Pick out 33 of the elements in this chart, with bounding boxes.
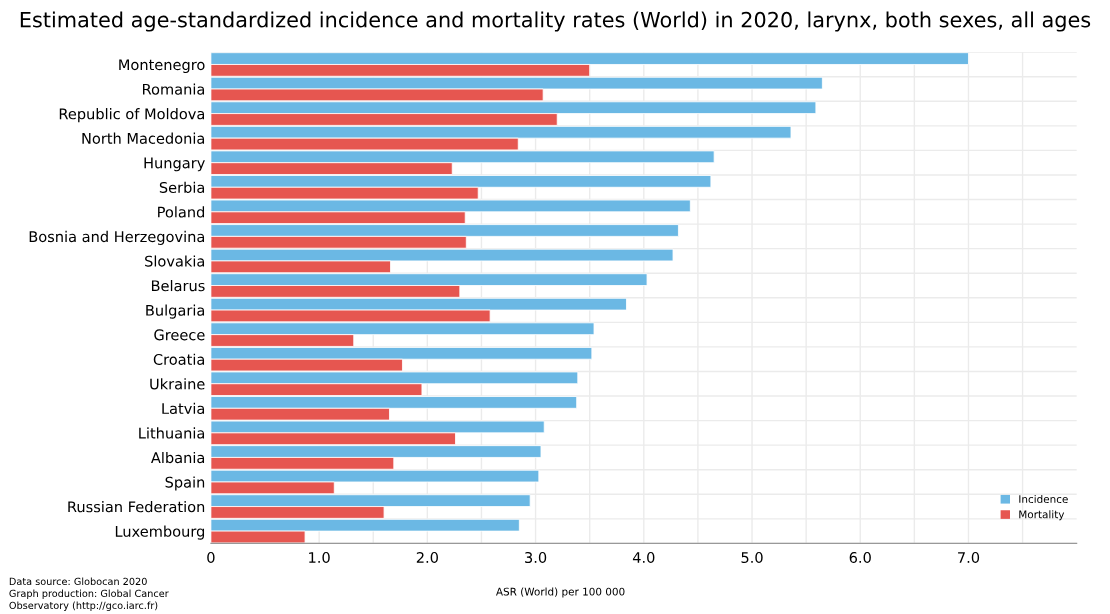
- y-tick-label: Ukraine: [150, 378, 205, 390]
- y-tick-label: Latvia: [162, 402, 205, 415]
- y-tick-label: Luxembourg: [115, 525, 205, 540]
- y-tick-label: Greece: [154, 329, 205, 341]
- x-tick-label: 1.0: [309, 551, 330, 564]
- x-axis-title: ASR (World) per 100 000: [496, 587, 625, 598]
- y-tick-label: Montenegro: [119, 59, 205, 74]
- y-tick-label: Bosnia and Herzegovina: [29, 230, 205, 245]
- y-tick-label: Serbia: [159, 181, 205, 194]
- y-tick-label: Republic of Moldova: [59, 108, 205, 123]
- x-tick-label: 0: [207, 551, 215, 564]
- x-tick-label: 7.0: [958, 551, 980, 564]
- x-tick-label: 3.0: [525, 551, 547, 564]
- x-tick-label: 2.0: [416, 551, 438, 564]
- legend-label: Incidence: [1019, 494, 1068, 504]
- y-tick-label: Slovakia: [145, 255, 205, 267]
- source-note: Data source: Globocan 2020 Graph production: Global Cancer Observatory (http://gco.iarc.fr): [9, 577, 169, 611]
- y-tick-label: Belarus: [151, 279, 205, 292]
- y-tick-label: Hungary: [144, 157, 205, 172]
- y-tick-label: Albania: [151, 451, 205, 464]
- x-tick-label: 4.0: [632, 551, 655, 564]
- chart-title: Estimated age-standardized incidence and mortality rates (World) in 2020, larynx, both sexes, all ages: [20, 11, 1091, 32]
- y-tick-label: Poland: [158, 206, 205, 218]
- x-tick-label: 6.0: [849, 551, 871, 564]
- y-tick-label: Lithuania: [139, 427, 205, 439]
- y-tick-label: Spain: [165, 476, 205, 491]
- y-tick-label: Russian Federation: [68, 501, 205, 513]
- y-tick-label: Bulgaria: [146, 304, 205, 319]
- y-tick-label: Romania: [143, 83, 205, 95]
- y-tick-label: Croatia: [153, 353, 205, 365]
- y-tick-label: North Macedonia: [82, 132, 205, 144]
- x-tick-label: 5.0: [741, 551, 763, 564]
- legend-label: Mortality: [1019, 510, 1065, 521]
